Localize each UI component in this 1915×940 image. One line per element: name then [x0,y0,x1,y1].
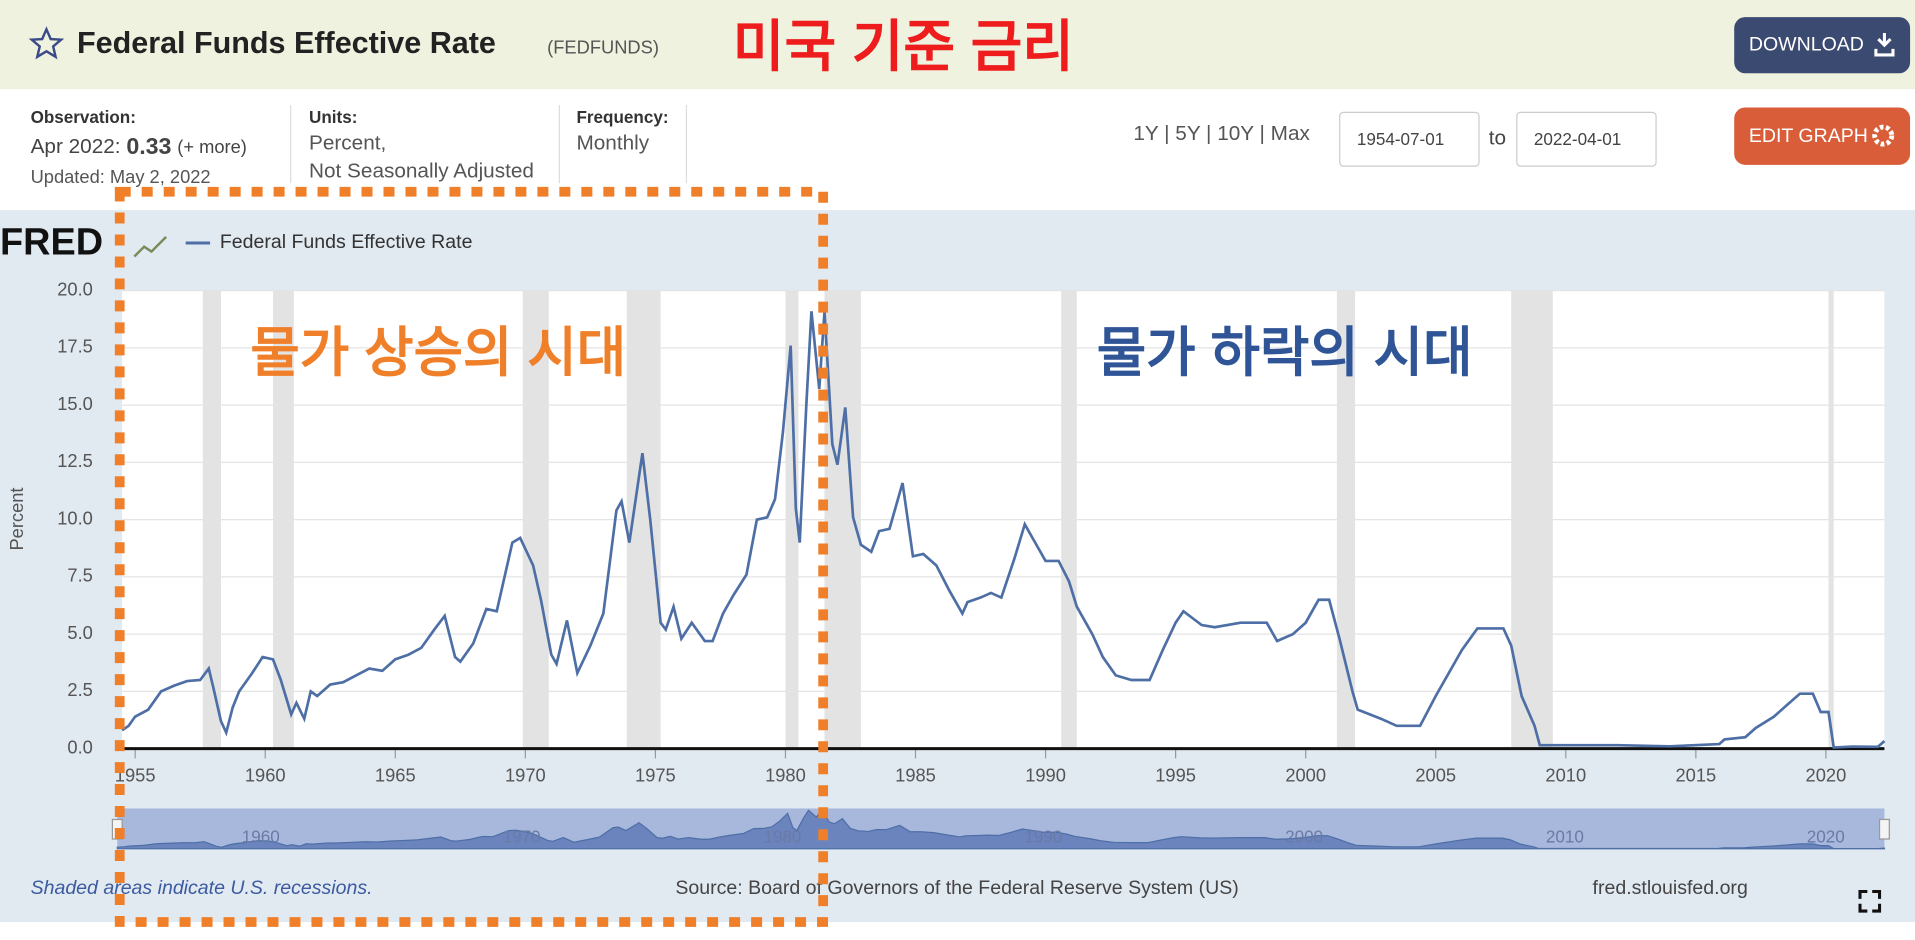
y-tick-label: 15.0 [57,393,93,414]
to-label: to [1489,127,1506,150]
x-tick-label: 1995 [1155,765,1196,786]
highlight-box [114,186,829,927]
x-tick-label: 1985 [895,765,936,786]
x-tick-label: 2000 [1285,765,1326,786]
annotation-rising: 물가 상승의 시대 [250,323,626,383]
star-icon[interactable] [28,26,65,60]
y-tick-label: 0.0 [67,736,92,757]
units: Not Seasonally Adjusted [309,160,534,183]
units: Percent, [309,132,386,155]
legend-label: Federal Funds Effective Rate [220,231,473,253]
recession-note: Shaded areas indicate U.S. recessions. [31,877,373,899]
header-band [0,0,1915,90]
navigator-tick-label: 1990 [1024,827,1062,846]
more-link[interactable]: (+ more) [177,136,247,157]
units-label: Units: [309,108,357,127]
y-tick-label: 17.5 [57,336,93,357]
navigator-tick-label: 2000 [1285,827,1323,846]
x-tick-label: 1955 [115,765,156,786]
observation-label: Observation: [31,108,136,127]
title: Federal Funds Effective Rate [77,26,496,60]
navigator-area [116,809,1886,850]
frequency-label: Frequency: [576,108,668,127]
download-icon [1874,32,1895,57]
fred-logo: FRED [0,221,103,263]
navigator-handle [1878,818,1890,840]
download-button[interactable] [1734,17,1911,74]
annotation-falling: 물가 하락의 시대 [1097,323,1473,383]
start-date: 1954-07-01 [1357,130,1444,149]
y-axis-label: Percent [6,488,27,551]
frequency: Monthly [576,132,649,155]
navigator-tick-label: 2010 [1546,827,1584,846]
logo-icon [133,236,167,258]
site: fred.stlouisfed.org [1593,877,1748,899]
updated: Updated: May 2, 2022 [31,166,211,187]
x-tick-label: 2015 [1675,765,1716,786]
navigator-tick-label: 1980 [763,827,801,846]
start-input[interactable] [1339,111,1480,167]
x-tick-label: 2010 [1545,765,1586,786]
gear-icon [1872,124,1895,147]
observation-date: Apr 2022: [31,135,121,158]
x-tick-label: 1970 [505,765,546,786]
observation: Apr 2022: 0.33 (+ more) [31,133,247,159]
x-tick-label: 1965 [375,765,416,786]
navigator-tick-label: 1970 [503,827,541,846]
x-tick-label: 1990 [1025,765,1066,786]
source: Source: Board of Governors of the Federa… [675,877,1238,899]
fullscreen-icon[interactable] [1858,889,1882,913]
end-input[interactable] [1516,111,1657,167]
end-date: 2022-04-01 [1534,130,1621,149]
x-tick-label: 1975 [635,765,676,786]
y-tick-label: 2.5 [67,679,92,700]
x-tick-label: 2005 [1415,765,1456,786]
y-tick-label: 5.0 [67,622,92,643]
korean-title: 미국 기준 금리 [733,15,1074,78]
navigator-tick-label: 1960 [242,827,280,846]
series-code: (FEDFUNDS) [547,37,659,58]
navigator-tick-label: 2020 [1807,827,1845,846]
edit-button[interactable] [1734,107,1911,165]
observation-value: 0.33 [126,133,171,159]
y-tick-label: 12.5 [57,450,93,471]
x-tick-label: 1960 [245,765,286,786]
x-tick-label: 2020 [1806,765,1847,786]
y-tick-label: 20.0 [57,279,93,300]
plot: 0.0 2.5 5.0 7.5 10.0 12.5 15.0 17.5 20.0 Percent 1… [6,231,1890,850]
y-tick-label: 10.0 [57,507,93,528]
download-label[interactable]: DOWNLOAD [1749,33,1864,55]
y-tick-label: 7.5 [67,565,92,586]
x-tick-label: 1980 [765,765,806,786]
range-buttons[interactable]: 1Y | 5Y | 10Y | Max [1133,122,1310,145]
edit-label[interactable]: EDIT GRAPH [1749,125,1868,147]
